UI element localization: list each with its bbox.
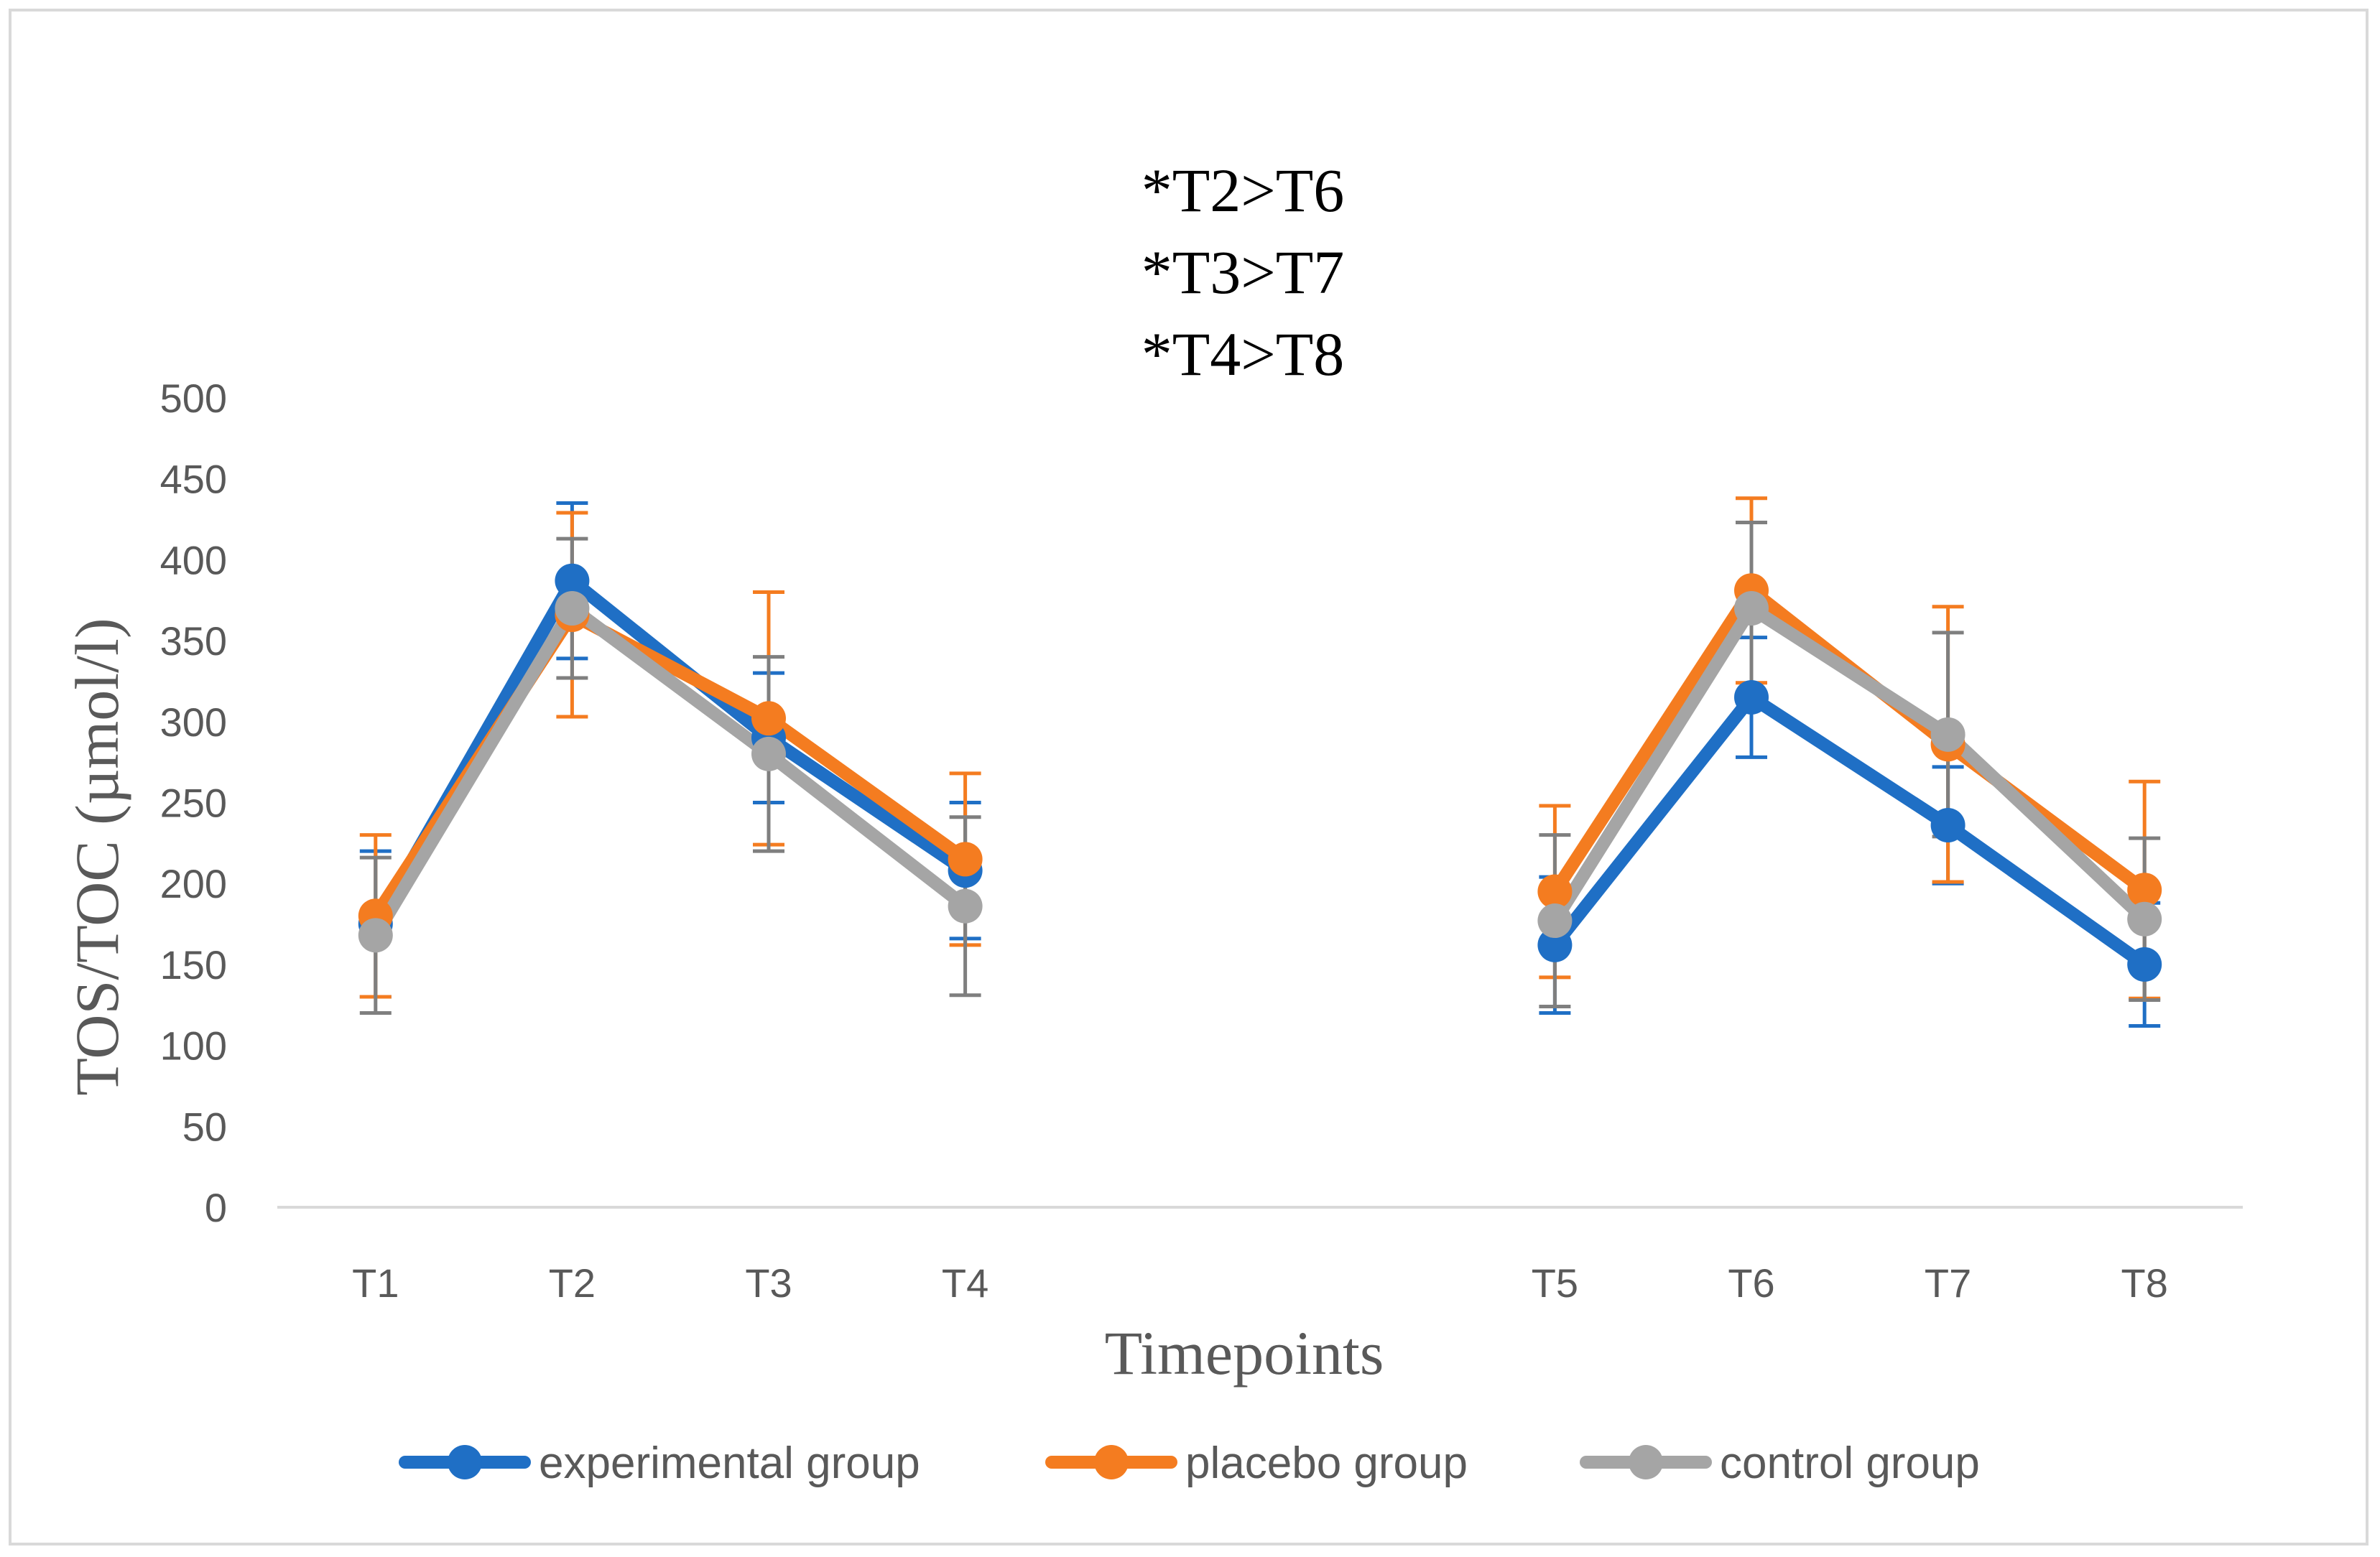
y-tick-labels: 0 50 100 150 200 250 300 350 400 450 500 [160, 376, 227, 1230]
x-tick-label: T6 [1728, 1260, 1774, 1306]
series-lines [369, 574, 2152, 971]
data-point [555, 563, 590, 598]
data-point [948, 888, 983, 924]
data-point [358, 918, 393, 953]
legend: experimental group placebo group control g… [399, 1439, 1980, 1488]
y-tick-label: 200 [160, 861, 227, 906]
y-tick-label: 50 [182, 1104, 227, 1149]
data-point [2127, 873, 2162, 908]
data-point [2127, 947, 2162, 982]
data-point [1537, 927, 1573, 962]
error-bars [359, 496, 2161, 1028]
chart-frame: *T2>T6 *T3>T7 *T4>T8 TOS/TOC (µmol/l) Ti… [9, 9, 2369, 1546]
x-axis-title: Timepoints [1105, 1319, 1384, 1388]
x-tick-label: T7 [1925, 1260, 1971, 1306]
y-tick-label: 350 [160, 618, 227, 664]
data-point [1930, 717, 1965, 752]
y-tick-label: 100 [160, 1023, 227, 1069]
x-tick-label: T4 [942, 1260, 988, 1306]
y-tick-label: 400 [160, 537, 227, 582]
legend-item-placebo-group: placebo group [1045, 1439, 1468, 1488]
series-line-experimental-group [1548, 690, 2152, 971]
legend-label: placebo group [1185, 1439, 1468, 1488]
annotation-line-1: *T2>T6 [1142, 156, 1345, 225]
legend-item-control-group: control group [1580, 1439, 1980, 1488]
data-point [2127, 901, 2162, 936]
legend-item-experimental-group: experimental group [399, 1439, 920, 1488]
series-line-control-group [369, 602, 972, 942]
legend-marker [448, 1445, 482, 1479]
x-tick-label: T2 [549, 1260, 596, 1306]
y-tick-label: 0 [205, 1185, 227, 1230]
series-markers [358, 563, 2162, 982]
legend-label: control group [1720, 1439, 1980, 1488]
data-point [1930, 808, 1965, 843]
line-chart: *T2>T6 *T3>T7 *T4>T8 TOS/TOC (µmol/l) Ti… [62, 156, 2243, 1488]
series-line-experimental-group [369, 574, 972, 931]
y-tick-label: 300 [160, 700, 227, 745]
data-point [1734, 679, 1769, 715]
y-tick-label: 500 [160, 376, 227, 421]
y-tick-label: 450 [160, 457, 227, 502]
data-point [1734, 591, 1769, 626]
data-point [751, 701, 786, 736]
data-point [555, 591, 590, 626]
legend-label: experimental group [539, 1439, 920, 1488]
data-point [1537, 874, 1573, 909]
legend-marker [1629, 1445, 1663, 1479]
x-tick-label: T8 [2121, 1260, 2168, 1306]
series-line-control-group [1548, 602, 2152, 928]
y-tick-label: 250 [160, 781, 227, 826]
annotation-line-3: *T4>T8 [1142, 320, 1345, 389]
annotation-group: *T2>T6 *T3>T7 *T4>T8 [1142, 156, 1345, 389]
x-tick-label: T5 [1532, 1260, 1578, 1306]
x-tick-label: T3 [745, 1260, 792, 1306]
legend-marker [1094, 1445, 1129, 1479]
x-tick-label: T1 [352, 1260, 399, 1306]
data-point [948, 842, 983, 877]
y-tick-label: 150 [160, 942, 227, 987]
series-line-placebo-group [1548, 584, 2152, 898]
y-axis-title: TOS/TOC (µmol/l) [62, 618, 131, 1095]
data-point [1537, 903, 1573, 939]
annotation-line-2: *T3>T7 [1142, 238, 1345, 307]
data-point [751, 736, 786, 771]
x-tick-labels: T1 T2 T3 T4 T5 T6 T7 T8 [352, 1260, 2168, 1306]
